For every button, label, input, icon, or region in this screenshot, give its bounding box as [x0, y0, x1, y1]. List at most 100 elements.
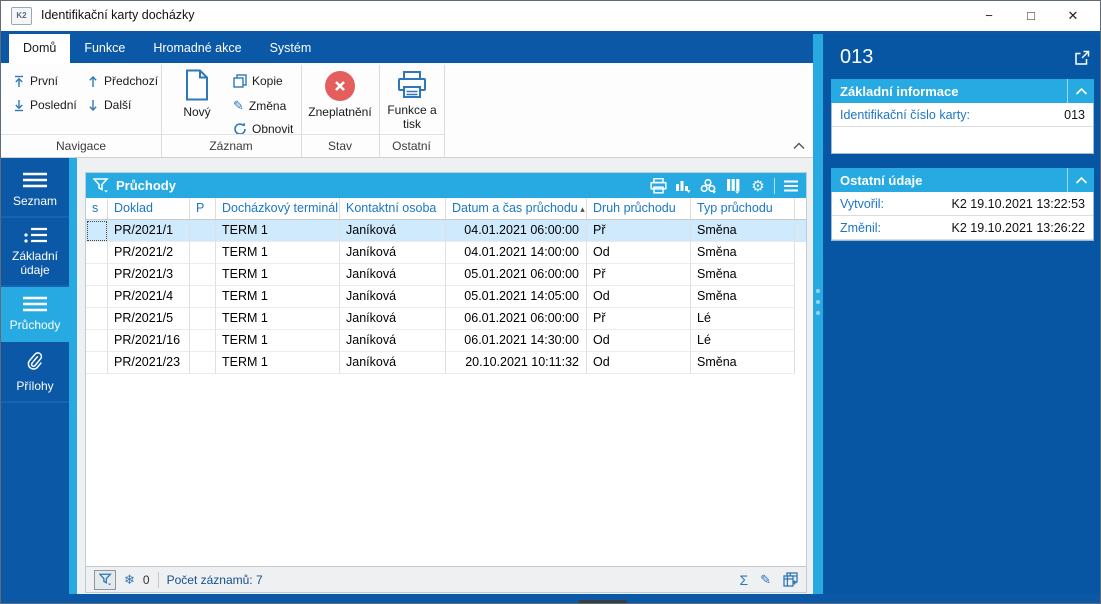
- ribbon-collapse-icon[interactable]: [793, 142, 809, 152]
- table-row[interactable]: PR/2021/2 TERM 1 Janíková 04.01.2021 14:00:…: [86, 242, 806, 264]
- cell-p[interactable]: [190, 330, 216, 352]
- new-button[interactable]: Nový: [171, 69, 223, 119]
- close-button[interactable]: ✕: [1067, 8, 1079, 23]
- column-header-p[interactable]: P: [190, 198, 216, 219]
- maximize-button[interactable]: □: [1027, 8, 1035, 23]
- first-button[interactable]: První: [13, 71, 58, 91]
- cell-druh[interactable]: Př: [587, 264, 691, 286]
- cell-typ[interactable]: Směna: [691, 352, 795, 374]
- table-row[interactable]: PR/2021/4 TERM 1 Janíková 05.01.2021 14:05:…: [86, 286, 806, 308]
- panel-splitter[interactable]: [813, 34, 823, 603]
- clover-icon[interactable]: [699, 177, 717, 195]
- chevron-up-icon[interactable]: [1067, 168, 1094, 192]
- menu-icon[interactable]: [782, 177, 800, 195]
- sidebar-item-seznam[interactable]: Seznam: [1, 163, 69, 218]
- cell-datum[interactable]: 05.01.2021 06:00:00: [446, 264, 587, 286]
- filter-icon[interactable]: [92, 177, 110, 195]
- cell-doklad[interactable]: PR/2021/3: [108, 264, 190, 286]
- column-header-datum-a-cas-pruchodu[interactable]: Datum a čas průchodu ▴: [446, 198, 587, 219]
- cell-p[interactable]: [190, 220, 216, 242]
- last-button[interactable]: Poslední: [13, 95, 77, 115]
- sum-icon[interactable]: Σ: [739, 571, 749, 588]
- sidebar-item-prilohy[interactable]: Přílohy: [1, 342, 69, 403]
- column-header-s[interactable]: s: [86, 198, 108, 219]
- cell-s[interactable]: [86, 220, 108, 242]
- cell-osoba[interactable]: Janíková: [340, 242, 446, 264]
- cell-p[interactable]: [190, 286, 216, 308]
- table-row[interactable]: PR/2021/3 TERM 1 Janíková 05.01.2021 06:00:…: [86, 264, 806, 286]
- cell-druh[interactable]: Od: [587, 352, 691, 374]
- refresh-button[interactable]: Obnovit: [233, 119, 293, 139]
- cell-s[interactable]: [86, 264, 108, 286]
- cell-druh[interactable]: Př: [587, 220, 691, 242]
- cell-doklad[interactable]: PR/2021/16: [108, 330, 190, 352]
- cell-terminal[interactable]: TERM 1: [216, 264, 340, 286]
- copy-button[interactable]: Kopie: [233, 71, 283, 91]
- cell-osoba[interactable]: Janíková: [340, 286, 446, 308]
- cell-terminal[interactable]: TERM 1: [216, 330, 340, 352]
- cell-datum[interactable]: 04.01.2021 14:00:00: [446, 242, 587, 264]
- columns-icon[interactable]: [724, 177, 742, 195]
- cell-osoba[interactable]: Janíková: [340, 352, 446, 374]
- cell-doklad[interactable]: PR/2021/4: [108, 286, 190, 308]
- cell-druh[interactable]: Př: [587, 308, 691, 330]
- tab-system[interactable]: Systém: [269, 41, 312, 55]
- sidebar-item-zakladni-udaje[interactable]: Základní údaje: [1, 218, 69, 287]
- cell-s[interactable]: [86, 286, 108, 308]
- cell-terminal[interactable]: TERM 1: [216, 220, 340, 242]
- cell-p[interactable]: [190, 242, 216, 264]
- column-header-dochazkovy-terminal[interactable]: Docházkový terminál: [216, 198, 340, 219]
- cell-osoba[interactable]: Janíková: [340, 308, 446, 330]
- cell-typ[interactable]: Směna: [691, 220, 795, 242]
- cell-doklad[interactable]: PR/2021/2: [108, 242, 190, 264]
- tab-domu[interactable]: Domů: [9, 34, 71, 63]
- cell-typ[interactable]: Lé: [691, 330, 795, 352]
- cell-druh[interactable]: Od: [587, 330, 691, 352]
- chart-icon[interactable]: [674, 177, 692, 195]
- cell-typ[interactable]: Směna: [691, 242, 795, 264]
- column-header-doklad[interactable]: Doklad: [108, 198, 190, 219]
- bottom-resize-handle[interactable]: [579, 600, 627, 603]
- table-row[interactable]: PR/2021/5 TERM 1 Janíková 06.01.2021 06:00:…: [86, 308, 806, 330]
- cell-datum[interactable]: 06.01.2021 06:00:00: [446, 308, 587, 330]
- cell-s[interactable]: [86, 352, 108, 374]
- cell-terminal[interactable]: TERM 1: [216, 242, 340, 264]
- cell-s[interactable]: [86, 242, 108, 264]
- table-row[interactable]: PR/2021/16 TERM 1 Janíková 06.01.2021 14:30…: [86, 330, 806, 352]
- cell-typ[interactable]: Lé: [691, 308, 795, 330]
- table-row[interactable]: PR/2021/1 TERM 1 Janíková 04.01.2021 06:00:…: [86, 220, 806, 242]
- column-header-druh-pruchodu[interactable]: Druh průchodu: [587, 198, 691, 219]
- edit-button[interactable]: ✎ Změna: [233, 98, 287, 113]
- invalidate-button[interactable]: Zneplatnění: [305, 71, 375, 119]
- cell-druh[interactable]: Od: [587, 242, 691, 264]
- cell-terminal[interactable]: TERM 1: [216, 352, 340, 374]
- chevron-up-icon[interactable]: [1067, 79, 1094, 103]
- next-button[interactable]: Další: [87, 95, 131, 115]
- cell-datum[interactable]: 20.10.2021 10:11:32: [446, 352, 587, 374]
- column-header-kontaktni-osoba[interactable]: Kontaktní osoba: [340, 198, 446, 219]
- cell-doklad[interactable]: PR/2021/23: [108, 352, 190, 374]
- column-header-typ-pruchodu[interactable]: Typ průchodu: [691, 198, 795, 219]
- cell-terminal[interactable]: TERM 1: [216, 286, 340, 308]
- table-row[interactable]: PR/2021/23 TERM 1 Janíková 20.10.2021 10:11…: [86, 352, 806, 374]
- cell-doklad[interactable]: PR/2021/1: [108, 220, 190, 242]
- cell-osoba[interactable]: Janíková: [340, 220, 446, 242]
- edit-icon[interactable]: ✎: [760, 571, 771, 587]
- filter-toggle-button[interactable]: [94, 569, 116, 590]
- cell-p[interactable]: [190, 352, 216, 374]
- cell-p[interactable]: [190, 264, 216, 286]
- cell-terminal[interactable]: TERM 1: [216, 308, 340, 330]
- frozen-rows-icon[interactable]: ❄: [124, 571, 135, 587]
- cell-p[interactable]: [190, 308, 216, 330]
- gear-icon[interactable]: ⚙: [751, 177, 765, 195]
- cell-s[interactable]: [86, 330, 108, 352]
- previous-button[interactable]: Předchozí: [87, 71, 158, 91]
- cell-doklad[interactable]: PR/2021/5: [108, 308, 190, 330]
- cell-druh[interactable]: Od: [587, 286, 691, 308]
- cell-s[interactable]: [86, 308, 108, 330]
- tab-hromadne-akce[interactable]: Hromadné akce: [153, 41, 242, 55]
- tab-funkce[interactable]: Funkce: [84, 41, 126, 55]
- cell-datum[interactable]: 06.01.2021 14:30:00: [446, 330, 587, 352]
- cell-typ[interactable]: Směna: [691, 286, 795, 308]
- print-icon[interactable]: [649, 177, 667, 195]
